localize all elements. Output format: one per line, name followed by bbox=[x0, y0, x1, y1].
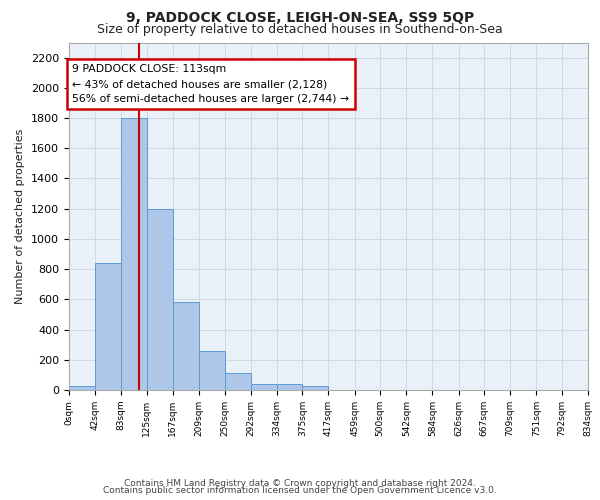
Bar bbox=[224, 372, 251, 390]
Y-axis label: Number of detached properties: Number of detached properties bbox=[16, 128, 25, 304]
Bar bbox=[199, 352, 224, 390]
Text: Contains HM Land Registry data © Crown copyright and database right 2024.: Contains HM Land Registry data © Crown c… bbox=[124, 478, 476, 488]
Bar bbox=[302, 386, 329, 390]
Bar bbox=[121, 118, 147, 390]
Text: 9 PADDOCK CLOSE: 113sqm
← 43% of detached houses are smaller (2,128)
56% of semi: 9 PADDOCK CLOSE: 113sqm ← 43% of detache… bbox=[72, 64, 349, 104]
Text: Contains public sector information licensed under the Open Government Licence v3: Contains public sector information licen… bbox=[103, 486, 497, 495]
Bar bbox=[95, 263, 121, 390]
Text: 9, PADDOCK CLOSE, LEIGH-ON-SEA, SS9 5QP: 9, PADDOCK CLOSE, LEIGH-ON-SEA, SS9 5QP bbox=[126, 12, 474, 26]
Bar bbox=[277, 384, 302, 390]
Bar bbox=[251, 384, 277, 390]
Text: Size of property relative to detached houses in Southend-on-Sea: Size of property relative to detached ho… bbox=[97, 22, 503, 36]
Bar bbox=[173, 302, 199, 390]
Bar bbox=[147, 208, 173, 390]
Bar bbox=[69, 386, 95, 390]
